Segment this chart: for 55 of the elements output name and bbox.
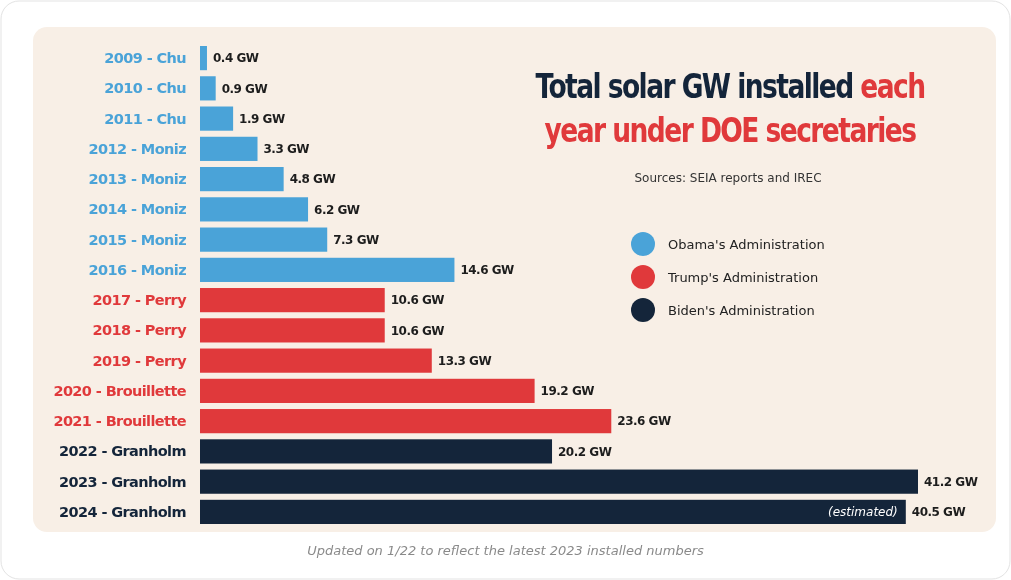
bar xyxy=(200,76,216,101)
y-tick-label: 2022 - Granholm xyxy=(59,443,186,460)
y-tick-label: 2011 - Chu xyxy=(104,110,187,127)
legend-label: Trump's Administration xyxy=(667,269,819,285)
bar xyxy=(200,469,918,494)
y-tick-label: 2013 - Moniz xyxy=(88,171,187,188)
data-label: 6.2 GW xyxy=(314,202,360,217)
y-tick-label: 2023 - Granholm xyxy=(59,473,186,490)
data-label: 0.4 GW xyxy=(212,51,259,66)
bar xyxy=(200,288,385,313)
bar xyxy=(200,409,612,434)
y-tick-label: 2016 - Moniz xyxy=(88,261,187,278)
y-tick-label: 2014 - Moniz xyxy=(88,201,187,218)
bar xyxy=(200,136,258,161)
data-label: 41.2 GW xyxy=(924,474,978,489)
text: Updated on 1/22 to reflect the latest 2023 installed numbers xyxy=(307,543,705,558)
y-tick-label: 2015 - Moniz xyxy=(88,231,187,248)
bar xyxy=(200,197,309,222)
bar xyxy=(200,227,328,252)
bar xyxy=(200,378,535,403)
y-tick-label: 2017 - Perry xyxy=(92,292,188,309)
y-tick-label: 2020 - Brouillette xyxy=(53,382,187,399)
data-label: 19.2 GW xyxy=(540,384,595,399)
data-label: 7.3 GW xyxy=(333,232,379,247)
chart-title: Total solar GW installed each year under DOE secretaries xyxy=(535,66,925,150)
data-label: 3.3 GW xyxy=(263,142,310,157)
data-label: 23.6 GW xyxy=(617,414,671,429)
annotation: (estimated) xyxy=(828,505,898,520)
bar xyxy=(200,318,385,343)
bar xyxy=(200,499,906,524)
y-tick-label: 2024 - Granholm xyxy=(59,503,186,520)
data-label: 20.2 GW xyxy=(558,444,612,459)
data-label: 0.9 GW xyxy=(221,81,268,96)
y-tick-label: 2021 - Brouillette xyxy=(53,413,187,430)
data-label: 1.9 GW xyxy=(239,111,285,126)
data-label: 10.6 GW xyxy=(390,293,445,308)
y-tick-label: 2009 - Chu xyxy=(104,50,187,67)
bar xyxy=(200,348,432,373)
data-label: 14.6 GW xyxy=(460,263,515,278)
data-label: 10.6 GW xyxy=(390,323,445,338)
y-tick-label: 2012 - Moniz xyxy=(88,140,187,157)
data-label: 4.8 GW xyxy=(289,172,336,187)
y-tick-label: 2010 - Chu xyxy=(104,80,187,97)
data-label: 40.5 GW xyxy=(911,505,966,520)
legend-label: Biden's Administration xyxy=(668,302,815,318)
bar xyxy=(200,46,207,71)
text: Sources: SEIA reports and IREC xyxy=(634,171,822,185)
bar xyxy=(200,439,553,464)
y-tick-label: 2019 - Perry xyxy=(92,352,188,369)
bar xyxy=(200,257,455,282)
y-tick-label: 2018 - Perry xyxy=(92,322,188,339)
bar xyxy=(200,167,284,192)
legend-label: Obama's Administration xyxy=(668,236,825,252)
bar xyxy=(200,106,234,131)
data-label: 13.3 GW xyxy=(437,353,492,368)
